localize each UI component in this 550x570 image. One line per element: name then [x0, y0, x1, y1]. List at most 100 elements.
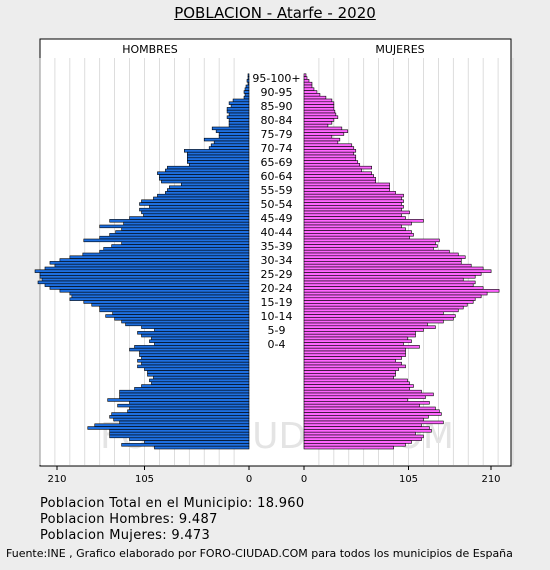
bar-mujeres: [303, 378, 408, 383]
bar-mujeres: [303, 336, 408, 341]
bar-hombres: [203, 137, 250, 142]
bar-mujeres: [303, 308, 459, 313]
bar-mujeres: [303, 437, 422, 441]
bar-hombres: [111, 412, 250, 416]
bar-mujeres: [303, 171, 372, 175]
x-tick-label: 0: [246, 474, 252, 485]
bar-mujeres: [303, 135, 333, 139]
bar-hombres: [127, 409, 250, 413]
bar-mujeres: [303, 275, 476, 279]
bar-hombres: [147, 370, 250, 374]
age-labels: 95-100+90-9585-9080-8475-7970-7465-6960-…: [252, 72, 300, 351]
bar-mujeres: [303, 205, 404, 209]
bar-hombres: [141, 333, 250, 338]
bar-mujeres: [303, 185, 390, 189]
age-group-label: 0-4: [268, 338, 286, 351]
bar-hombres: [247, 81, 250, 86]
bar-hombres: [117, 403, 250, 408]
bar-hombres: [103, 247, 250, 251]
bar-mujeres: [303, 118, 335, 122]
bar-mujeres: [303, 115, 339, 119]
bar-hombres: [228, 118, 250, 122]
bar-hombres: [99, 224, 250, 229]
bar-mujeres: [303, 238, 440, 243]
bar-mujeres: [303, 272, 482, 276]
bar-mujeres: [303, 367, 399, 371]
bar-mujeres: [303, 109, 336, 114]
bar-hombres: [49, 261, 250, 265]
bar-hombres: [113, 417, 250, 422]
bar-mujeres: [303, 154, 357, 159]
bar-hombres: [210, 143, 250, 147]
bar-hombres: [187, 154, 250, 159]
bar-mujeres: [303, 149, 357, 153]
bar-hombres: [59, 289, 250, 293]
bar-mujeres: [303, 263, 472, 268]
age-group-label: 90-95: [261, 86, 293, 99]
age-group-label: 70-74: [261, 142, 293, 155]
bar-hombres: [246, 79, 250, 83]
bar-mujeres: [303, 163, 361, 167]
bar-hombres: [228, 121, 250, 125]
bar-hombres: [228, 123, 250, 128]
bar-mujeres: [303, 84, 313, 89]
bar-mujeres: [303, 420, 444, 425]
bar-hombres: [245, 84, 250, 89]
bar-hombres: [139, 207, 250, 212]
bar-mujeres: [303, 151, 355, 156]
bar-mujeres: [303, 280, 476, 285]
bar-mujeres: [303, 328, 424, 332]
bar-hombres: [226, 109, 250, 114]
bar-hombres: [208, 146, 250, 150]
bar-mujeres: [303, 305, 464, 310]
bar-mujeres: [303, 168, 363, 173]
bar-hombres: [109, 429, 250, 433]
bar-hombres: [153, 196, 250, 201]
age-group-label: 65-69: [261, 156, 293, 169]
bar-mujeres: [303, 191, 396, 195]
bar-hombres: [44, 266, 250, 271]
bar-mujeres: [303, 93, 321, 97]
x-tick-label: 105: [399, 474, 418, 485]
age-group-label: 85-90: [261, 100, 293, 113]
age-group-label: 25-29: [261, 268, 293, 281]
bar-hombres: [44, 283, 250, 287]
bar-hombres: [109, 431, 250, 436]
bar-mujeres: [303, 289, 500, 293]
bar-mujeres: [303, 409, 440, 413]
bar-mujeres: [303, 325, 436, 329]
bar-hombres: [143, 213, 250, 217]
bar-hombres: [121, 443, 250, 447]
bar-mujeres: [303, 210, 410, 215]
bar-hombres: [187, 151, 250, 156]
bar-mujeres: [303, 174, 374, 178]
bar-mujeres: [303, 224, 402, 229]
bar-hombres: [157, 193, 250, 198]
bar-hombres: [99, 235, 250, 240]
bar-hombres: [161, 179, 250, 184]
bar-mujeres: [303, 331, 416, 335]
bar-hombres: [34, 269, 250, 273]
bar-mujeres: [303, 137, 341, 142]
bar-mujeres: [303, 249, 450, 254]
bar-mujeres: [303, 429, 432, 433]
bar-hombres: [49, 286, 250, 290]
bar-hombres: [154, 328, 250, 332]
bar-mujeres: [303, 146, 355, 150]
bar-mujeres: [303, 300, 474, 304]
bar-mujeres: [303, 434, 424, 439]
bar-mujeres: [303, 345, 420, 349]
bar-mujeres: [303, 107, 335, 111]
bar-hombres: [169, 185, 250, 189]
bar-mujeres: [303, 87, 315, 91]
bar-hombres: [69, 297, 250, 301]
bar-mujeres: [303, 297, 476, 301]
mujeres-label: MUJERES: [375, 43, 424, 56]
bar-hombres: [141, 210, 250, 215]
bar-hombres: [121, 319, 250, 324]
bar-mujeres: [303, 199, 404, 203]
bar-hombres: [99, 305, 250, 310]
bar-hombres: [109, 415, 250, 419]
bar-hombres: [119, 395, 250, 399]
